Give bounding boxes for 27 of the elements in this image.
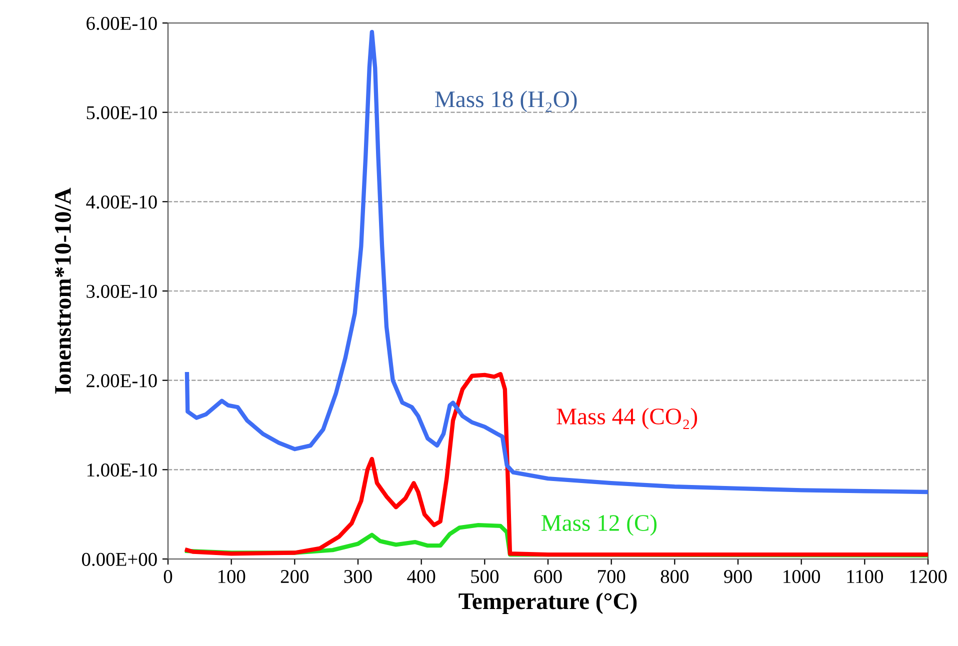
- x-tick-label: 800: [660, 570, 689, 584]
- y-tick-label: 1.00E-10: [87, 463, 157, 477]
- line-series: [184, 372, 928, 557]
- y-tick-label: 2.00E-10: [86, 374, 157, 388]
- x-tick-label: 100: [218, 570, 246, 584]
- x-axis-title: Temperature (°C): [458, 592, 637, 614]
- text: Mass 44 (CO₂): [556, 408, 698, 430]
- x-tick-label: 0: [164, 570, 172, 584]
- y-tick-label: 3.00E-10: [86, 284, 157, 298]
- x-tick-label: 400: [407, 570, 436, 584]
- x-tick-label: 500: [471, 570, 499, 584]
- text: Mass 18 (H₂O): [435, 90, 577, 112]
- y-axis-title: Ionenstrom*10-10/A: [54, 188, 71, 394]
- y-tick-label: 0.00E+00: [82, 552, 157, 566]
- x-tick-label: 900: [724, 570, 752, 584]
- y-tick-label: 6.00E-10: [86, 16, 157, 30]
- x-tick-label: 300: [344, 570, 372, 584]
- series-label: Mass 12 (C): [542, 514, 657, 536]
- y-tick-label: 5.00E-10: [86, 106, 157, 120]
- line-series: [184, 30, 928, 494]
- x-tick-label: 700: [598, 570, 626, 584]
- x-tick-label: 1200: [910, 570, 947, 584]
- x-tick-label: 200: [280, 570, 309, 584]
- x-tick-label: 1100: [847, 570, 884, 584]
- x-tick-label: 600: [534, 570, 562, 584]
- x-tick-label: 1000: [784, 570, 820, 584]
- y-tick-label: 4.00E-10: [86, 195, 157, 209]
